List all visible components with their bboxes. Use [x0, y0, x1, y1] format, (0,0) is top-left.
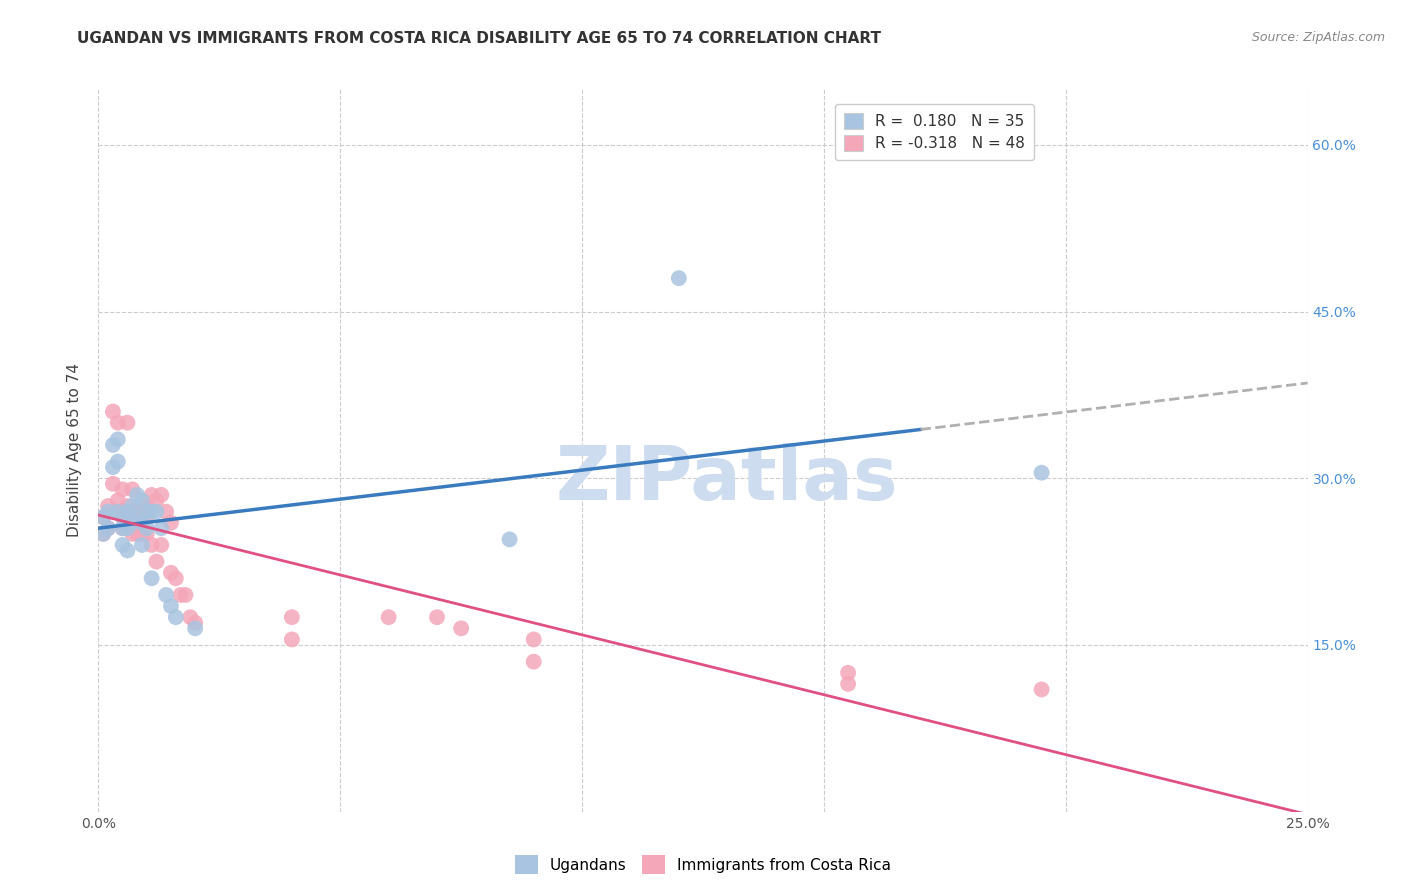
- Point: [498, 533, 520, 547]
- Point: [150, 488, 173, 502]
- Point: [107, 454, 129, 468]
- Point: [174, 588, 197, 602]
- Legend: Ugandans, Immigrants from Costa Rica: Ugandans, Immigrants from Costa Rica: [509, 849, 897, 880]
- Point: [131, 493, 153, 508]
- Point: [141, 538, 163, 552]
- Point: [101, 460, 124, 475]
- Point: [135, 510, 157, 524]
- Point: [150, 538, 173, 552]
- Point: [377, 610, 399, 624]
- Point: [426, 610, 449, 624]
- Point: [101, 404, 124, 418]
- Point: [150, 521, 173, 535]
- Point: [111, 538, 134, 552]
- Point: [91, 510, 114, 524]
- Point: [155, 505, 177, 519]
- Point: [160, 516, 183, 530]
- Point: [127, 505, 149, 519]
- Point: [135, 505, 157, 519]
- Point: [668, 271, 690, 285]
- Point: [131, 526, 153, 541]
- Point: [165, 610, 187, 624]
- Point: [1031, 682, 1053, 697]
- Point: [97, 521, 120, 535]
- Point: [117, 505, 139, 519]
- Point: [135, 521, 157, 535]
- Point: [145, 493, 167, 508]
- Y-axis label: Disability Age 65 to 74: Disability Age 65 to 74: [67, 363, 83, 538]
- Point: [135, 499, 157, 513]
- Point: [117, 499, 139, 513]
- Point: [145, 505, 167, 519]
- Point: [101, 438, 124, 452]
- Point: [121, 516, 143, 530]
- Point: [184, 615, 207, 630]
- Point: [117, 521, 139, 535]
- Point: [97, 505, 120, 519]
- Point: [107, 433, 129, 447]
- Point: [837, 677, 859, 691]
- Point: [160, 566, 183, 580]
- Point: [101, 476, 124, 491]
- Point: [121, 499, 143, 513]
- Point: [111, 521, 134, 535]
- Point: [155, 588, 177, 602]
- Point: [107, 416, 129, 430]
- Point: [141, 505, 163, 519]
- Point: [281, 632, 304, 647]
- Point: [141, 488, 163, 502]
- Point: [169, 588, 191, 602]
- Point: [127, 526, 149, 541]
- Point: [127, 488, 149, 502]
- Text: ZIPatlas: ZIPatlas: [555, 442, 898, 516]
- Point: [121, 505, 143, 519]
- Point: [97, 521, 120, 535]
- Point: [111, 483, 134, 497]
- Point: [131, 505, 153, 519]
- Point: [107, 505, 129, 519]
- Legend: R =  0.180   N = 35, R = -0.318   N = 48: R = 0.180 N = 35, R = -0.318 N = 48: [835, 104, 1033, 161]
- Point: [111, 510, 134, 524]
- Point: [179, 610, 201, 624]
- Point: [111, 505, 134, 519]
- Point: [107, 493, 129, 508]
- Point: [450, 621, 472, 635]
- Point: [97, 499, 120, 513]
- Point: [837, 665, 859, 680]
- Point: [165, 571, 187, 585]
- Point: [523, 632, 546, 647]
- Point: [117, 543, 139, 558]
- Point: [184, 621, 207, 635]
- Point: [145, 555, 167, 569]
- Point: [135, 526, 157, 541]
- Point: [91, 526, 114, 541]
- Point: [1031, 466, 1053, 480]
- Point: [131, 516, 153, 530]
- Point: [91, 526, 114, 541]
- Text: UGANDAN VS IMMIGRANTS FROM COSTA RICA DISABILITY AGE 65 TO 74 CORRELATION CHART: UGANDAN VS IMMIGRANTS FROM COSTA RICA DI…: [77, 31, 882, 46]
- Point: [111, 521, 134, 535]
- Point: [121, 526, 143, 541]
- Point: [281, 610, 304, 624]
- Point: [141, 571, 163, 585]
- Point: [121, 483, 143, 497]
- Point: [117, 416, 139, 430]
- Point: [117, 521, 139, 535]
- Point: [131, 538, 153, 552]
- Point: [523, 655, 546, 669]
- Text: Source: ZipAtlas.com: Source: ZipAtlas.com: [1251, 31, 1385, 45]
- Point: [91, 510, 114, 524]
- Point: [127, 510, 149, 524]
- Point: [160, 599, 183, 613]
